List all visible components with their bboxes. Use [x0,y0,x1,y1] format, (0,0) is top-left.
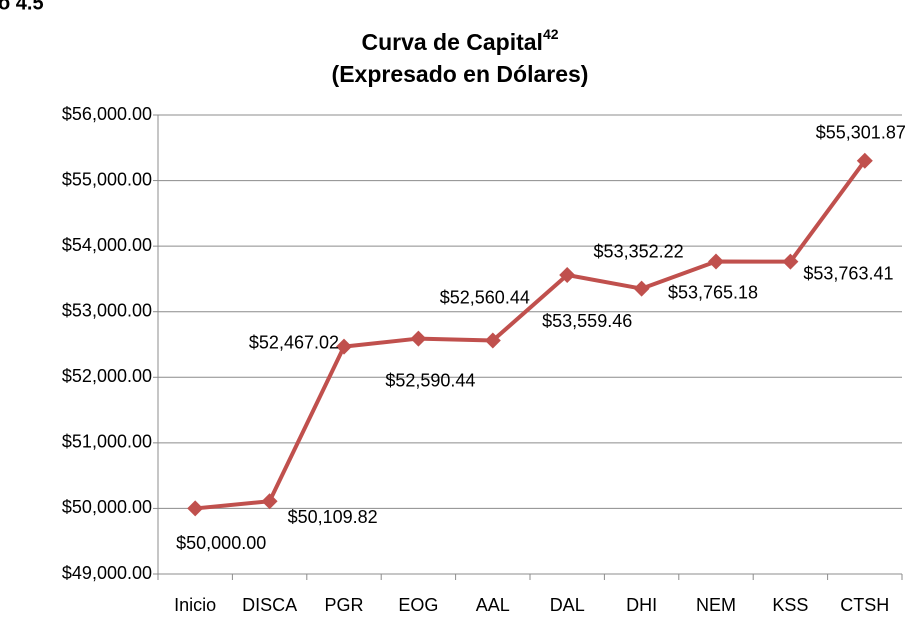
data-label: $53,763.41 [803,263,893,283]
marker [856,152,873,169]
data-label: $52,590.44 [385,370,475,390]
marker [187,500,204,517]
x-tick-label: KSS [772,595,808,615]
marker [410,330,427,347]
chart-title: Curva de Capital42 [361,26,558,55]
data-label: $50,109.82 [288,507,378,527]
data-label: $53,765.18 [668,282,758,302]
data-line [195,159,867,511]
data-label: $50,000.00 [176,533,266,553]
marker [708,253,724,270]
marker [484,332,501,349]
x-tick-label: NEM [696,595,736,615]
chart-subtitle: (Expresado en Dólares) [332,61,589,87]
y-tick-label: $53,000.00 [62,300,152,320]
marker [633,280,650,297]
data-label: $52,560.44 [440,287,530,307]
marker [782,253,799,270]
marker [336,338,352,355]
y-tick-label: $54,000.00 [62,235,152,255]
x-tick-label: AAL [476,595,510,615]
y-tick-label: $55,000.00 [62,169,152,189]
x-tick-label: PGR [324,595,363,615]
y-tick-label: $50,000.00 [62,497,152,517]
title-superscript: 42 [543,26,559,42]
x-tick-label: EOG [398,595,438,615]
marker [559,267,576,284]
x-tick-label: DISCA [242,595,297,615]
y-tick-label: $51,000.00 [62,432,152,452]
data-label: $55,301.87 [816,123,906,143]
y-tick-label: $49,000.00 [62,563,152,583]
x-tick-label: DHI [626,595,657,615]
x-tick-label: DAL [550,595,585,615]
y-tick-label: $56,000.00 [62,104,152,124]
figure-label: o 4.5 [0,0,44,14]
marker [261,493,278,510]
x-tick-label: Inicio [174,595,216,615]
title-text: Curva de Capital [361,29,543,55]
y-tick-label: $52,000.00 [62,366,152,386]
data-label: $53,559.46 [542,311,632,331]
data-label: $53,352.22 [594,241,684,261]
data-label: $52,467.02 [249,332,339,352]
x-tick-label: CTSH [840,595,889,615]
